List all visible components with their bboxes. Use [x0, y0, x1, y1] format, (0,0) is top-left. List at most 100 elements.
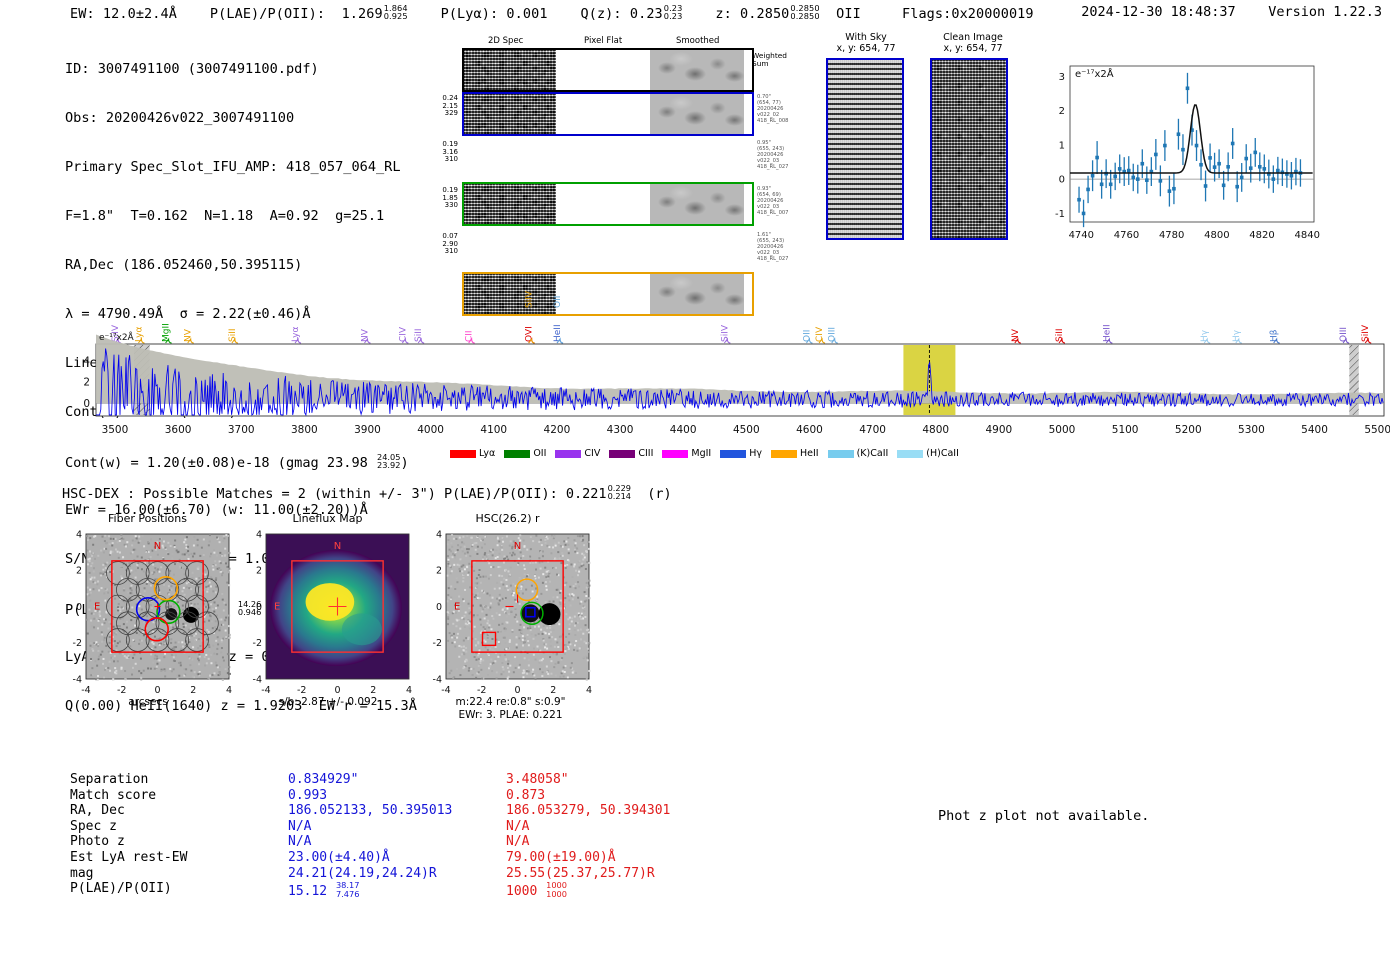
svg-text:-2: -2	[73, 638, 82, 649]
panel-title-lineflux-map: Lineflux Map	[292, 512, 363, 525]
svg-text:0: 0	[436, 602, 442, 613]
svg-text:-2: -2	[433, 638, 442, 649]
match-row-blue-value: 186.052133, 50.395013	[288, 803, 453, 819]
header-qz-hi: 0.23	[663, 3, 683, 13]
match-row-blue-value: 0.993	[288, 787, 328, 803]
match-table: Separation 0.834929" 3.48058" Match score 0.…	[70, 772, 766, 900]
svg-text:3500: 3500	[102, 424, 129, 436]
svg-text:CII: CII	[465, 330, 475, 342]
svg-text:-4: -4	[261, 685, 270, 696]
svg-text:OII: OII	[802, 330, 812, 342]
svg-text:-4: -4	[253, 674, 262, 685]
match-row-red-value: 25.55(25.37,25.77)R	[506, 865, 655, 881]
legend-swatch	[897, 449, 924, 458]
legend-item: (K)CaII	[827, 448, 888, 459]
svg-text:Lyα: Lyα	[291, 326, 301, 342]
spec2d-row-pixelflat	[556, 274, 650, 314]
svg-text:3700: 3700	[228, 424, 255, 436]
hsc-r-image-panel: -4-4 -2 -2 0 0 2 2 4 4 N E	[433, 529, 593, 696]
legend-item: MgII	[662, 448, 711, 459]
svg-text:0: 0	[154, 685, 160, 696]
spec2d-row-noise	[464, 94, 557, 134]
match-row-label: mag	[70, 865, 94, 881]
svg-text:0: 0	[83, 398, 90, 410]
legend-label: MgII	[691, 448, 712, 459]
svg-text:0: 0	[334, 685, 340, 696]
svg-text:2: 2	[550, 685, 556, 696]
svg-text:MgII: MgII	[162, 323, 172, 342]
svg-text:N: N	[334, 541, 341, 552]
svg-text:-4: -4	[433, 674, 442, 685]
legend-swatch	[609, 449, 636, 458]
spec2d-row-pixelflat	[556, 184, 650, 224]
spec2d-titles: 2D Spec Pixel Flat Smoothed	[458, 36, 748, 48]
match-row-label: Est LyA rest-EW	[70, 849, 188, 865]
svg-text:3: 3	[1059, 72, 1065, 83]
header-qz: Q(z): 0.23	[580, 6, 663, 23]
match-row-label: RA, Dec	[70, 803, 125, 819]
caption-fiber-text: arcsecs	[128, 696, 168, 708]
svg-text:N: N	[514, 541, 521, 552]
match-table-row: Est LyA rest-EW 23.00(±4.40)Å 79.00(±19.00…	[70, 850, 766, 866]
cutout-clean-title: Clean Image	[943, 32, 1003, 43]
header-z: z: 0.2850	[715, 6, 790, 23]
match-row-red-value: 0.873	[506, 787, 546, 803]
match-row-label: Separation	[70, 772, 149, 787]
svg-text:OVI: OVI	[525, 326, 535, 342]
svg-text:5100: 5100	[1112, 424, 1139, 436]
svg-text:SiII: SiII	[228, 328, 238, 342]
svg-text:SiIV: SiIV	[111, 324, 121, 342]
svg-text:2: 2	[436, 566, 442, 577]
svg-text:4: 4	[406, 685, 412, 696]
spec2d-row-smoothed	[649, 184, 745, 224]
info-id: ID: 3007491100 (3007491100.pdf)	[65, 60, 319, 77]
svg-text:4200: 4200	[544, 424, 571, 436]
svg-text:4800: 4800	[1204, 230, 1229, 241]
cutout-with-sky-image	[826, 58, 904, 240]
legend-item: Hγ	[720, 448, 762, 459]
caption-lineflux: s/b: 2.87 +/- 0.092	[238, 696, 418, 709]
svg-text:2: 2	[370, 685, 376, 696]
info-wavelength-sigma: λ = 4790.49Å σ = 2.22(±0.46)Å	[65, 305, 311, 322]
svg-text:-2: -2	[117, 685, 126, 696]
match-row-blue-value: 24.21(24.19,24.24)R	[288, 865, 437, 881]
svg-text:3800: 3800	[291, 424, 318, 436]
svg-text:4000: 4000	[417, 424, 444, 436]
spec2d-row-strip	[462, 92, 754, 136]
svg-text:Hβ: Hβ	[1270, 329, 1280, 342]
spec2d-row-meta: 1.61" (655, 243) 20200426 v022_03 418_RL…	[757, 232, 789, 263]
svg-text:OIII: OIII	[828, 327, 838, 342]
svg-text:4300: 4300	[607, 424, 634, 436]
svg-text:-2: -2	[297, 685, 306, 696]
legend-swatch	[662, 449, 689, 458]
match-row-red-value: N/A	[506, 818, 530, 834]
match-row-label: Photo z	[70, 834, 125, 850]
match-table-row: mag 24.21(24.19,24.24)R 25.55(25.37,25.77)…	[70, 866, 766, 882]
svg-text:4: 4	[83, 355, 90, 367]
svg-text:e⁻¹⁷x2Å: e⁻¹⁷x2Å	[1075, 67, 1114, 80]
svg-text:4: 4	[226, 685, 232, 696]
spec2d-weighted-sum-segment	[744, 50, 752, 90]
info-radec: RA,Dec (186.052460,50.395115)	[65, 256, 303, 273]
header-summary-line: EW: 12.0±2.4Å P(LAE)/P(OII): 1.2691.864 0…	[70, 4, 1034, 22]
header-plae-lo: 0.925	[383, 11, 408, 22]
legend-item: (H)CaII	[897, 448, 959, 459]
svg-text:4820: 4820	[1249, 230, 1274, 241]
svg-text:-1: -1	[1055, 209, 1065, 220]
svg-text:-2: -2	[253, 638, 262, 649]
match-table-row: P(LAE)/P(OII) 15.12 38.17 7.476 1000 1000 10…	[70, 880, 766, 900]
legend-label: HeII	[800, 448, 819, 459]
spec2d-row-smoothed	[649, 274, 745, 314]
spec2d-row-stats: 0.19 1.85 330	[442, 186, 458, 210]
match-row-blue-value: 15.12 38.17 7.476	[288, 880, 360, 900]
svg-text:4840: 4840	[1294, 230, 1319, 241]
svg-text:4780: 4780	[1159, 230, 1184, 241]
spec2d-row-smoothed	[649, 94, 745, 134]
svg-text:4: 4	[76, 529, 82, 540]
cutout-withsky-title: With Sky	[845, 32, 887, 43]
svg-text:4740: 4740	[1069, 230, 1094, 241]
match-table-row: Separation 0.834929" 3.48058"	[70, 772, 766, 788]
svg-text:-4: -4	[441, 685, 450, 696]
spec2d-row-noise	[464, 274, 557, 314]
info-seeing-throughput: F=1.8" T=0.162 N=1.18 A=0.92 g=25.1	[65, 207, 385, 224]
